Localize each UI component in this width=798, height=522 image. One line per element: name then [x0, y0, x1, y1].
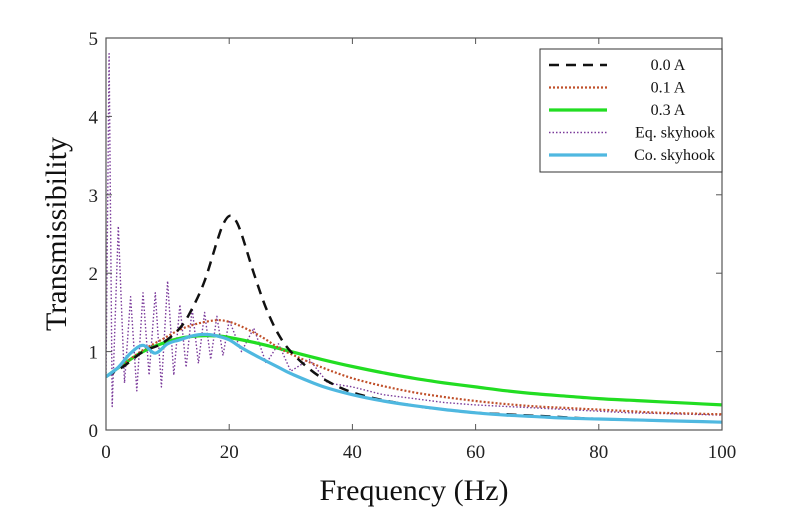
- y-tick-label: 2: [89, 264, 99, 285]
- series-0-1-a-line: [106, 319, 722, 416]
- x-tick-label: 80: [589, 442, 608, 463]
- ticks-layer: 0 20 40 60 80 100 0 1 2 3 4 5: [89, 29, 737, 463]
- x-tick-label: 100: [708, 442, 737, 463]
- axes-frame: [105, 37, 723, 431]
- legend-label: 0.3 A: [651, 102, 686, 119]
- series-layer: [106, 53, 722, 424]
- y-axis-title: Transmissibility: [40, 137, 73, 331]
- y-tick-label: 3: [89, 186, 99, 207]
- x-tick-label: 60: [466, 442, 485, 463]
- y-tick-label: 0: [89, 421, 99, 442]
- legend-label: 0.1 A: [651, 80, 686, 97]
- y-tick-label: 5: [89, 29, 99, 50]
- series-co-skyhook-line: [106, 332, 722, 424]
- x-tick-label: 0: [101, 442, 111, 463]
- legend-label: 0.0 A: [651, 57, 686, 74]
- legend-label: Eq. skyhook: [635, 125, 715, 142]
- x-tick-label: 20: [220, 442, 239, 463]
- x-axis-title: Frequency (Hz): [319, 474, 508, 507]
- y-tick-label: 1: [89, 343, 99, 364]
- legend-label: Co. skyhook: [634, 147, 715, 164]
- x-tick-label: 40: [343, 442, 362, 463]
- legend: 0.0 A 0.1 A 0.3 A Eq. skyhook Co. skyhook: [539, 48, 723, 173]
- y-tick-label: 4: [89, 107, 99, 128]
